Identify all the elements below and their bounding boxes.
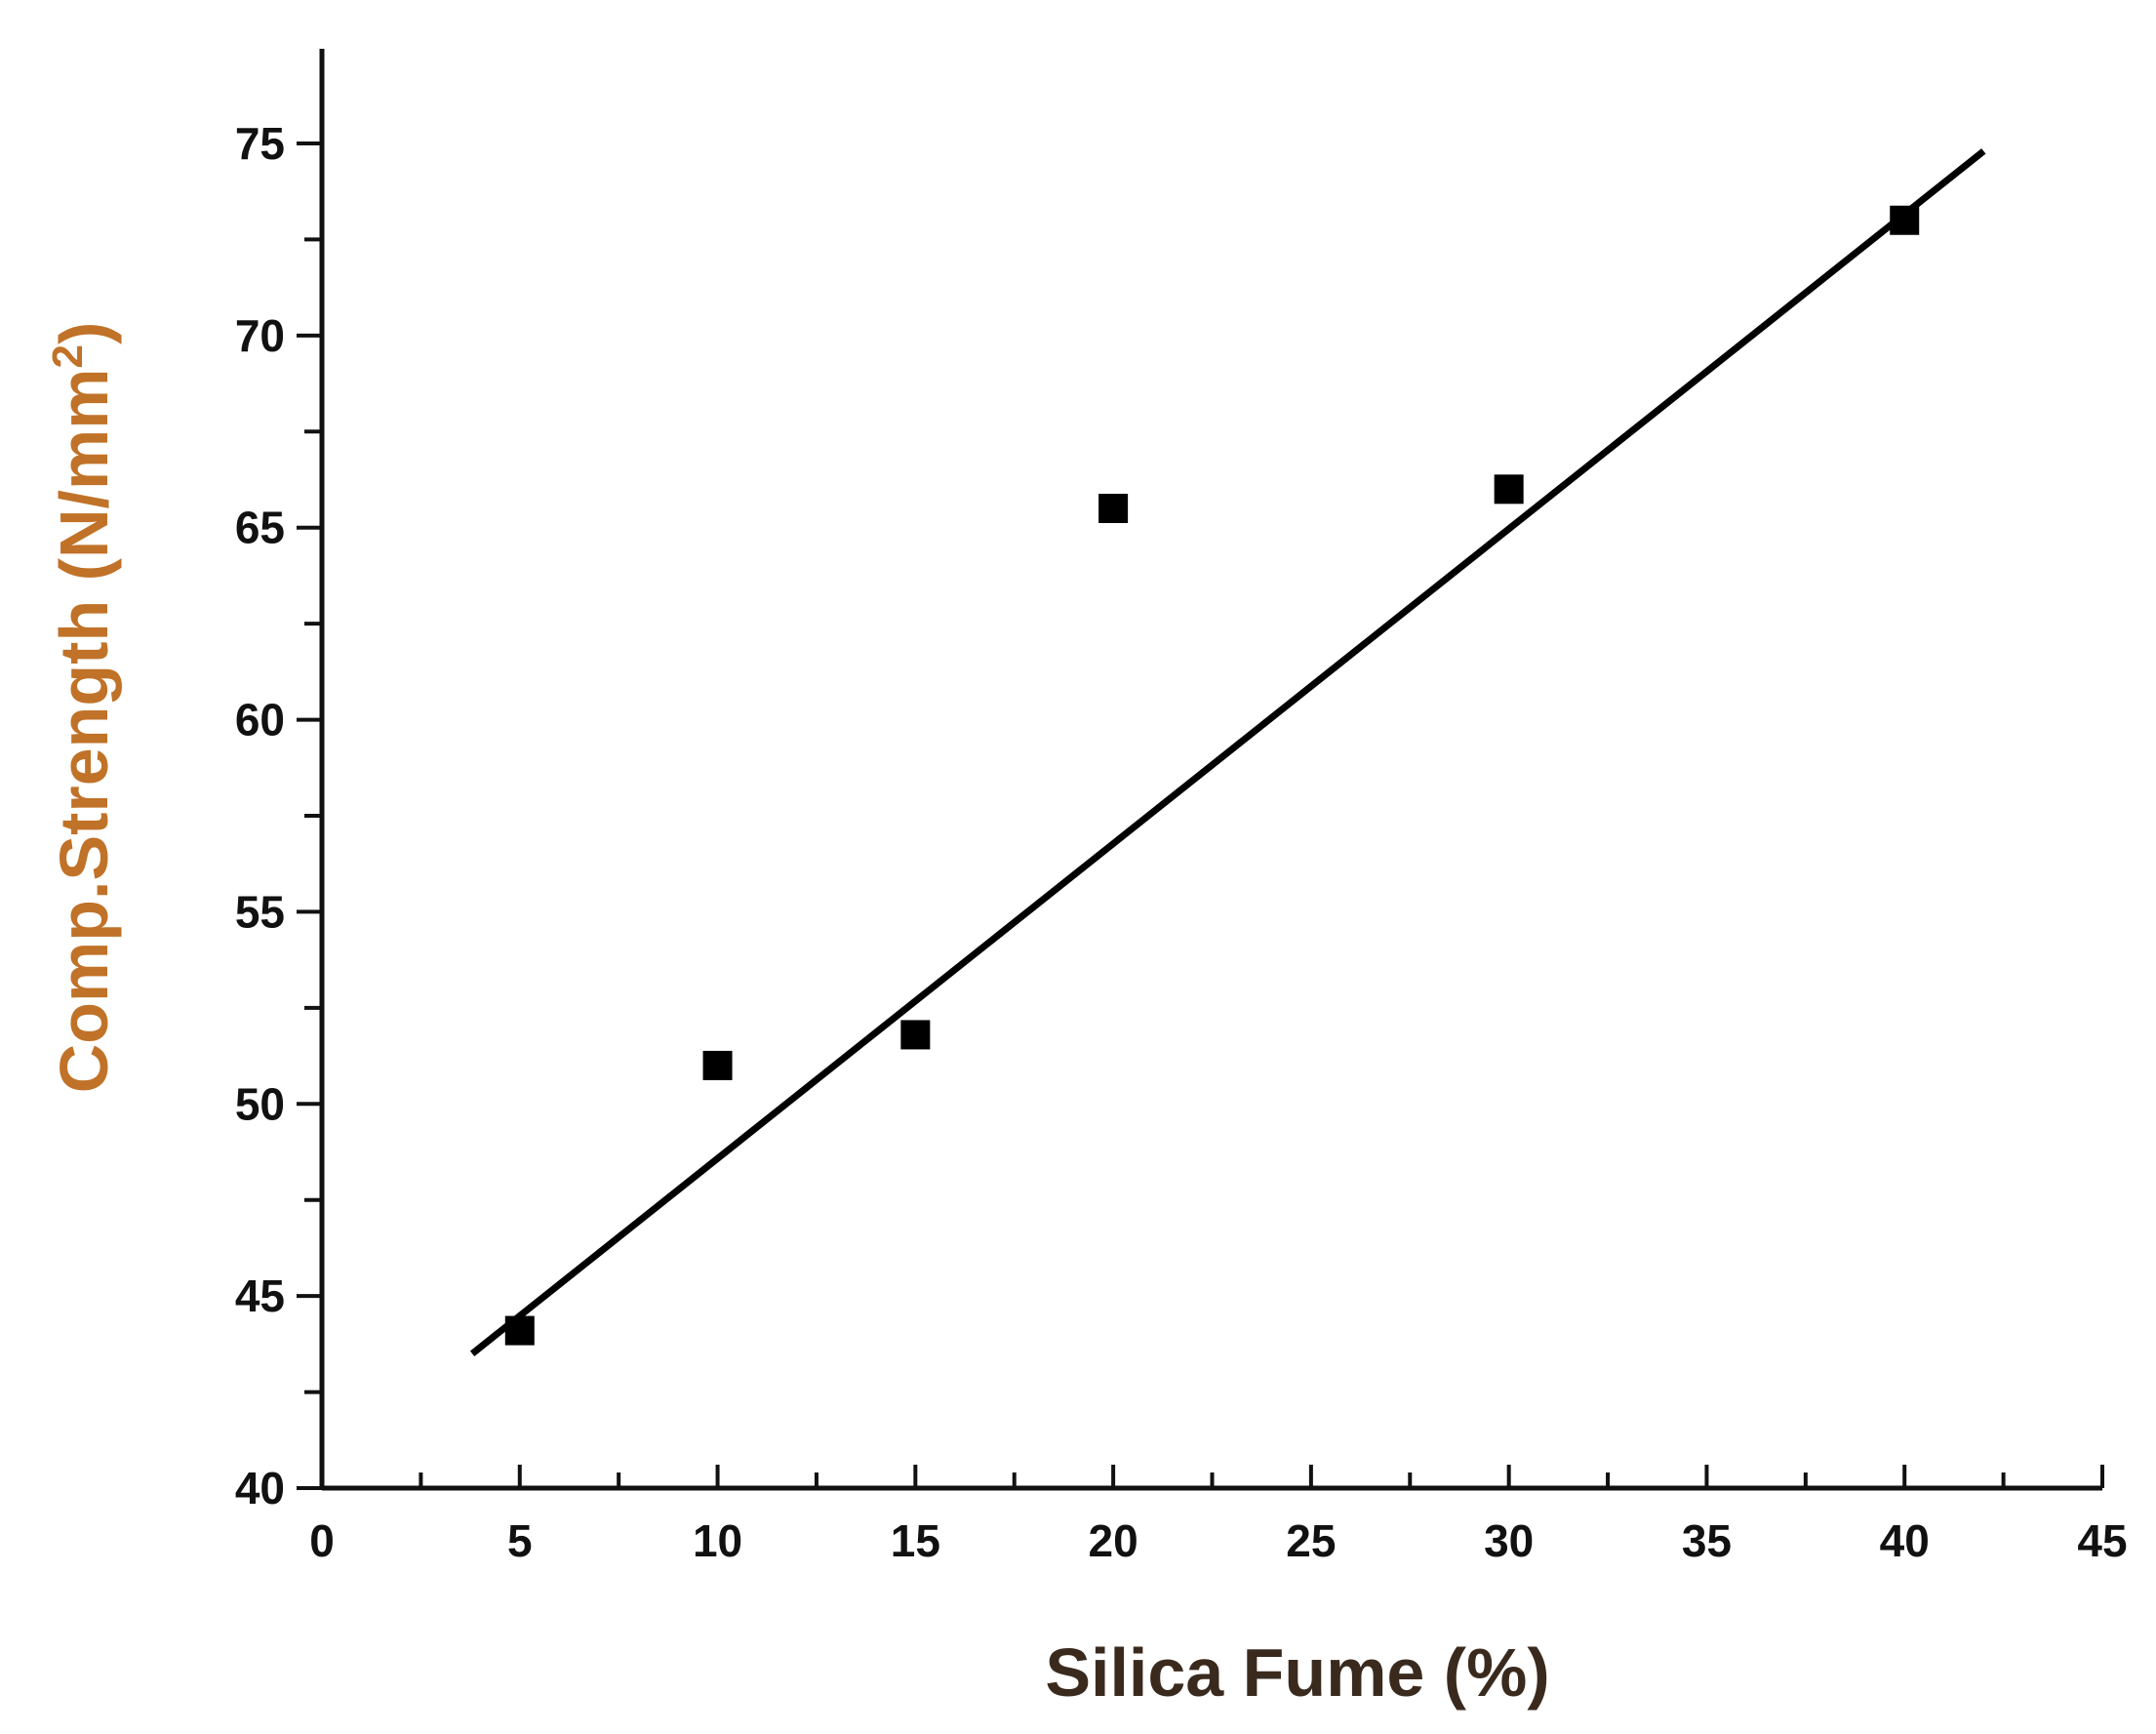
data-points: [504, 205, 1920, 1346]
x-tick-label: 25: [1286, 1515, 1336, 1566]
y-tick-label: 40: [235, 1463, 285, 1513]
data-point: [1890, 205, 1920, 235]
x-tick-label: 45: [2077, 1515, 2127, 1566]
y-axis-title-close: ): [46, 322, 122, 344]
data-point: [900, 1020, 931, 1050]
y-tick-label: 55: [235, 886, 285, 937]
x-tick-label: 35: [1682, 1515, 1732, 1566]
y-tick-label: 75: [235, 118, 285, 169]
y-tick-label: 65: [235, 503, 285, 553]
y-axis-title-main: Comp.Strength (N/mm: [46, 369, 122, 1094]
y-axis-title: Comp.Strength (N/mm2): [44, 322, 122, 1094]
x-tick-label: 15: [891, 1515, 940, 1566]
data-point: [1494, 474, 1524, 504]
data-point: [1098, 494, 1129, 524]
x-axis-title: Silica Fume (%): [1045, 1634, 1549, 1711]
axis-ticks: [297, 141, 2104, 1490]
y-tick-label: 45: [235, 1270, 285, 1321]
tick-labels: 0 5 10 15 20 25 30 35 40 45 40 45 50 55 60 65 70 75: [235, 118, 2128, 1566]
y-tick-label: 60: [235, 695, 285, 746]
fit-line: [469, 148, 1986, 1356]
y-tick-label: 70: [235, 310, 285, 361]
x-tick-label: 20: [1089, 1515, 1138, 1566]
x-tick-label: 10: [693, 1515, 742, 1566]
y-tick-label: 50: [235, 1078, 285, 1129]
x-tick-label: 40: [1880, 1515, 1930, 1566]
data-point: [504, 1315, 535, 1346]
x-tick-label: 5: [507, 1515, 533, 1566]
y-axis-title-superscript: 2: [44, 344, 92, 368]
x-tick-label: 0: [309, 1515, 335, 1566]
fit-line-group: [469, 148, 1986, 1356]
data-point: [702, 1050, 733, 1080]
x-tick-label: 30: [1484, 1515, 1534, 1566]
